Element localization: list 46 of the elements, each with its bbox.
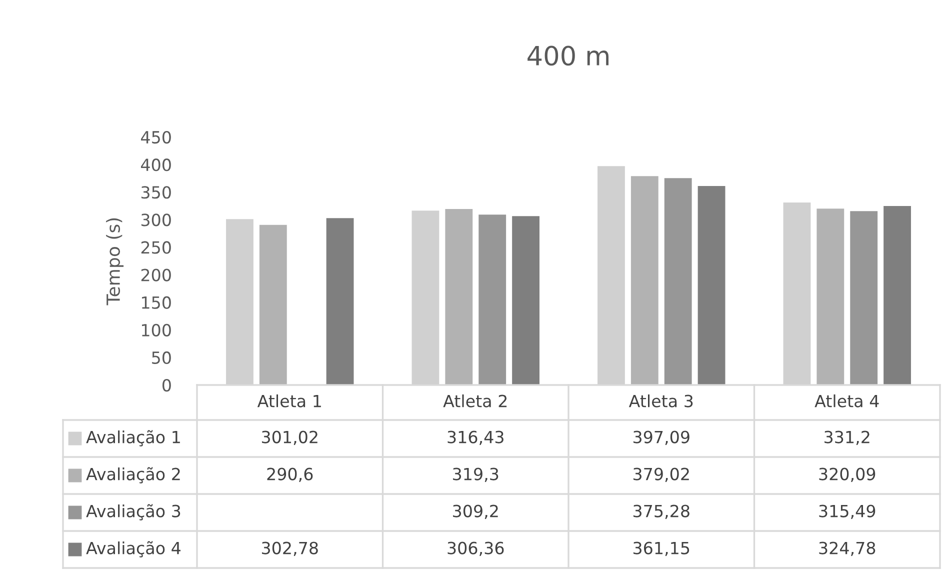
bar: [664, 178, 692, 385]
legend-label: Avaliação 4: [86, 541, 181, 558]
data-label: 306,36: [448, 542, 504, 556]
y-tick-label: 450: [141, 130, 171, 144]
bar: [850, 211, 878, 385]
bar: [512, 216, 540, 385]
x-tick-label: Atleta 1: [257, 394, 321, 408]
bar: [445, 209, 473, 385]
data-label: 315,49: [819, 504, 876, 520]
bar: [326, 218, 354, 385]
legend-label: Avaliação 2: [86, 467, 180, 484]
data-label: 324,78: [819, 542, 876, 556]
bar: [478, 214, 506, 385]
x-tick-label: Atleta 4: [814, 394, 879, 408]
legend-label: Avaliação 1: [86, 430, 180, 446]
y-tick-label: 400: [141, 158, 171, 172]
y-tick-label: 250: [141, 241, 171, 254]
data-label: 320,09: [819, 468, 876, 482]
y-tick-label: 150: [142, 296, 171, 309]
y-tick-label: 300: [141, 214, 171, 226]
y-tick-label: 100: [142, 324, 171, 336]
bar: [884, 206, 911, 385]
data-label: 302,78: [262, 542, 318, 556]
y-tick-label: 350: [141, 186, 171, 199]
bar: [816, 208, 844, 385]
data-label: 301,02: [262, 430, 318, 446]
bar: [630, 176, 658, 385]
y-axis-title: Tempo (s): [106, 218, 124, 306]
y-tick-label: 200: [141, 268, 171, 282]
y-tick-label: 0: [162, 378, 171, 392]
data-label: 397,09: [633, 430, 690, 446]
data-label: 361,15: [633, 542, 690, 556]
chart-title: 400 m: [528, 46, 608, 66]
x-tick-label: Atleta 3: [628, 394, 693, 408]
x-tick-label: Atleta 2: [443, 394, 507, 408]
data-label: 375,28: [633, 504, 690, 520]
legend-label: Avaliação 3: [86, 504, 180, 520]
data-label: 316,43: [448, 430, 504, 446]
bar: [259, 224, 287, 385]
data-label: 309,2: [453, 504, 498, 520]
data-label: 290,6: [267, 468, 313, 482]
bar: [698, 186, 726, 385]
y-tick-label: 50: [152, 351, 171, 364]
data-label: 331,2: [824, 430, 870, 446]
data-label: 379,02: [633, 468, 689, 482]
data-label: 319,3: [453, 468, 498, 482]
